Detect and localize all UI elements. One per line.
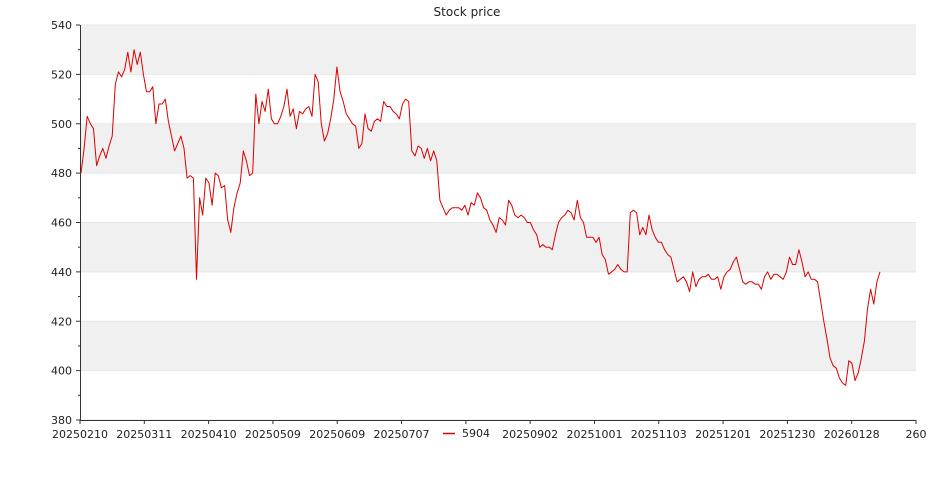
y-tick-label: 380 [51, 414, 72, 427]
x-tick-label: 20251230 [759, 428, 815, 441]
x-tick-label: 20250609 [309, 428, 365, 441]
x-tick-label: 20251001 [566, 428, 622, 441]
x-tick-label: 260 [906, 428, 927, 441]
x-tick-label: 20250210 [52, 428, 108, 441]
y-axis: 380 400 420 440 460 480 500 520 540 [51, 19, 81, 427]
y-tick-label: 500 [51, 118, 72, 131]
grid-band [80, 222, 916, 272]
y-tick-label: 420 [51, 315, 72, 328]
grid-band [80, 321, 916, 371]
y-tick-label: 480 [51, 167, 72, 180]
x-axis: 20250210 20250311 20250410 20250509 20250609… [52, 420, 927, 441]
x-tick-label: 20250410 [181, 428, 237, 441]
plot-area [80, 49, 881, 386]
series-line-5904 [80, 49, 881, 386]
x-tick-label: 20251201 [695, 428, 751, 441]
legend-background [436, 424, 498, 444]
x-tick-label: 20260128 [824, 428, 880, 441]
y-tick-label: 440 [51, 266, 72, 279]
grid-band [80, 25, 916, 75]
y-tick-label: 460 [51, 217, 72, 230]
x-tick-label: 20250902 [502, 428, 558, 441]
legend-entry: 5904 [462, 427, 490, 440]
grid-band [80, 123, 916, 174]
chart-title: Stock price [434, 5, 501, 19]
x-tick-label: 20250509 [245, 428, 301, 441]
x-tick-label: 20250707 [374, 428, 430, 441]
x-tick-label: 20251103 [631, 428, 687, 441]
y-tick-label: 540 [51, 19, 72, 32]
y-tick-label: 400 [51, 365, 72, 378]
legend: 5904 [436, 424, 498, 444]
x-tick-label: 20250311 [116, 428, 172, 441]
y-tick-label: 520 [51, 68, 72, 81]
